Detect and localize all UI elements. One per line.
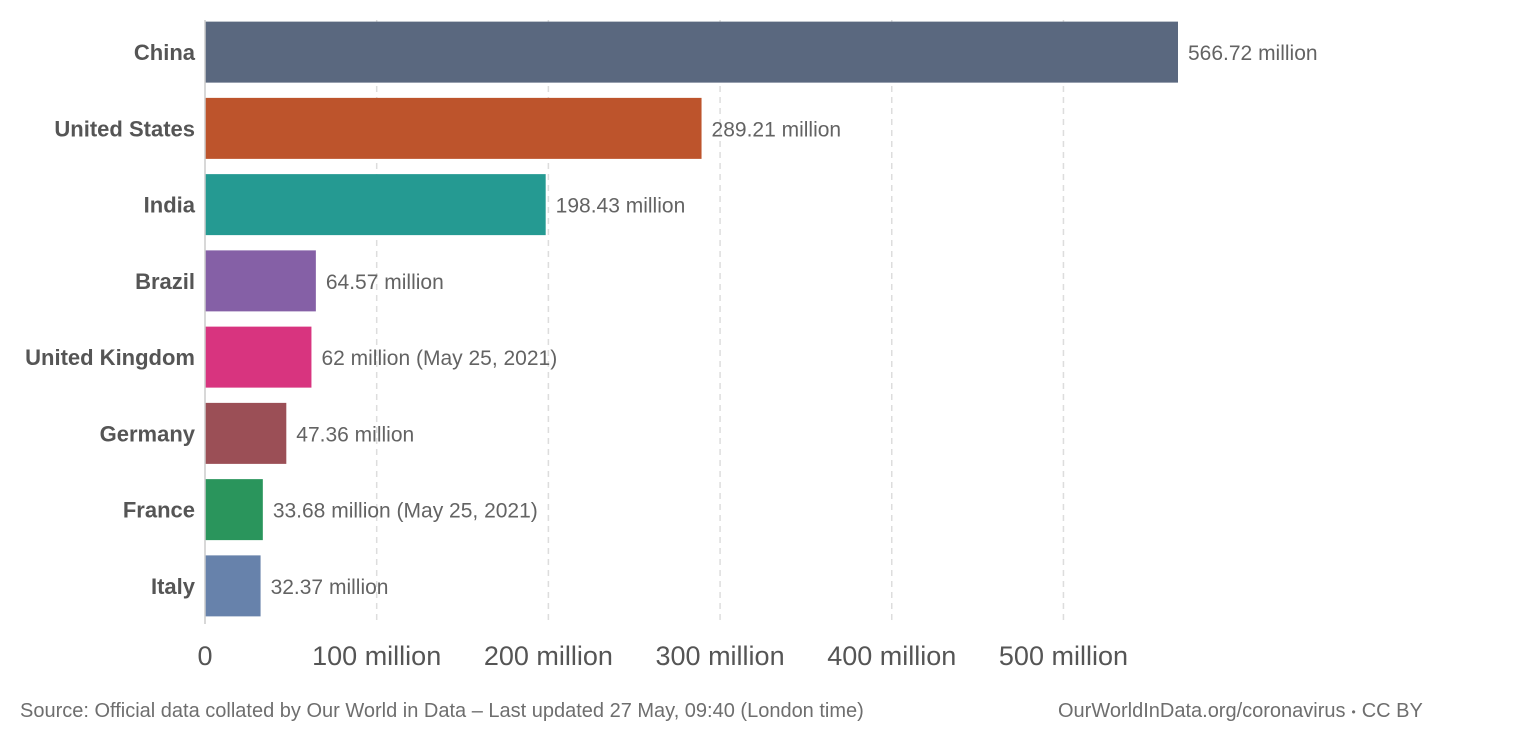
- category-label: United States: [54, 116, 195, 141]
- bar-germany[interactable]: [205, 402, 287, 464]
- bars: China 566.72 million United States 289.21 m…: [25, 21, 1318, 617]
- bar-india[interactable]: [205, 174, 546, 236]
- license-link[interactable]: CC BY: [1361, 700, 1423, 722]
- category-label: France: [123, 498, 195, 523]
- category-label: Italy: [151, 574, 196, 599]
- value-label: 64.57 million: [326, 271, 444, 294]
- bar-united-kingdom[interactable]: [205, 326, 312, 388]
- value-label: 62 million (May 25, 2021): [321, 347, 557, 370]
- bar-france[interactable]: [205, 479, 263, 541]
- bar-china[interactable]: [205, 21, 1178, 83]
- footer-separator: •: [1351, 704, 1356, 719]
- value-label: 198.43 million: [556, 195, 686, 218]
- x-tick-label: 400 million: [827, 641, 956, 671]
- x-tick-label: 300 million: [656, 641, 785, 671]
- category-label: China: [134, 40, 196, 65]
- footer-right: OurWorldInData.org/coronavirus • CC BY: [1058, 700, 1423, 723]
- category-label: India: [144, 193, 196, 218]
- category-label: Germany: [100, 421, 196, 446]
- source-note: Source: Official data collated by Our Wo…: [20, 700, 864, 722]
- category-label: Brazil: [135, 269, 195, 294]
- bar-italy[interactable]: [205, 555, 261, 617]
- x-tick-label: 500 million: [999, 641, 1128, 671]
- value-label: 289.21 million: [712, 118, 842, 141]
- x-axis: 0 100 million 200 million 300 million 400 mi…: [197, 20, 1128, 671]
- value-label: 566.72 million: [1188, 42, 1318, 65]
- x-tick-label: 200 million: [484, 641, 613, 671]
- bar-united-states[interactable]: [205, 97, 702, 159]
- site-link[interactable]: OurWorldInData.org/coronavirus: [1058, 700, 1346, 722]
- x-tick-label: 0: [197, 641, 212, 671]
- x-tick-label: 100 million: [312, 641, 441, 671]
- value-label: 33.68 million (May 25, 2021): [273, 500, 538, 523]
- bar-brazil[interactable]: [205, 250, 316, 312]
- category-label: United Kingdom: [25, 345, 195, 370]
- value-label: 47.36 million: [296, 423, 414, 446]
- bar-chart: China 566.72 million United States 289.21 m…: [25, 20, 1318, 671]
- value-label: 32.37 million: [271, 576, 389, 599]
